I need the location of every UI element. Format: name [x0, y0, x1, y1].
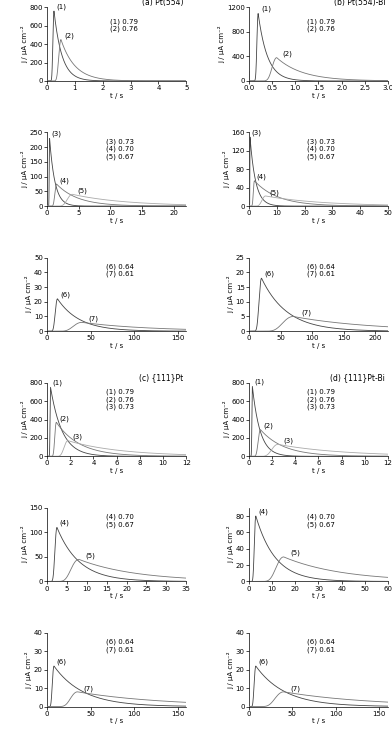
Text: (1) 0.79
(2) 0.76
(3) 0.73: (1) 0.79 (2) 0.76 (3) 0.73	[105, 389, 134, 410]
Y-axis label: j / μA cm⁻²: j / μA cm⁻²	[227, 275, 234, 314]
Text: (6): (6)	[258, 659, 268, 665]
Text: (1) 0.79
(2) 0.76: (1) 0.79 (2) 0.76	[110, 18, 138, 32]
X-axis label: t / s: t / s	[110, 343, 123, 349]
Text: (5): (5)	[269, 189, 279, 196]
Text: (3): (3)	[284, 438, 294, 444]
X-axis label: t / s: t / s	[312, 593, 325, 599]
Text: (5): (5)	[78, 188, 87, 194]
Text: (b) Pt(554)-Bi: (b) Pt(554)-Bi	[334, 0, 385, 7]
X-axis label: t / s: t / s	[110, 218, 123, 224]
X-axis label: t / s: t / s	[312, 468, 325, 474]
X-axis label: t / s: t / s	[110, 93, 123, 99]
Text: (6) 0.64
(7) 0.61: (6) 0.64 (7) 0.61	[105, 263, 134, 277]
X-axis label: t / s: t / s	[312, 93, 325, 99]
Text: (1): (1)	[261, 6, 271, 13]
X-axis label: t / s: t / s	[110, 718, 123, 724]
Text: (7): (7)	[290, 685, 300, 692]
Text: (1) 0.79
(2) 0.76: (1) 0.79 (2) 0.76	[307, 18, 335, 32]
Text: (d) {111}Pt-Bi: (d) {111}Pt-Bi	[330, 373, 385, 382]
X-axis label: t / s: t / s	[312, 718, 325, 724]
Text: (4): (4)	[60, 520, 70, 526]
Text: (6): (6)	[56, 659, 66, 665]
Text: (6): (6)	[60, 291, 71, 298]
Text: (c) {111}Pt: (c) {111}Pt	[139, 373, 183, 382]
Text: (2): (2)	[59, 415, 69, 422]
Text: (2): (2)	[263, 422, 274, 429]
Y-axis label: j / μA cm⁻²: j / μA cm⁻²	[21, 25, 28, 63]
Text: (1): (1)	[53, 380, 62, 386]
Text: (3) 0.73
(4) 0.70
(5) 0.67: (3) 0.73 (4) 0.70 (5) 0.67	[105, 138, 134, 160]
Text: (2): (2)	[282, 51, 292, 57]
Y-axis label: j / μA cm⁻²: j / μA cm⁻²	[21, 400, 28, 439]
Text: (5): (5)	[85, 553, 95, 559]
Text: (4) 0.70
(5) 0.67: (4) 0.70 (5) 0.67	[307, 514, 335, 528]
Y-axis label: j / μA cm⁻²: j / μA cm⁻²	[227, 651, 234, 689]
Text: (1): (1)	[254, 378, 264, 385]
Y-axis label: j / μA cm⁻²: j / μA cm⁻²	[223, 150, 230, 188]
Y-axis label: j / μA cm⁻²: j / μA cm⁻²	[25, 651, 33, 689]
Y-axis label: j / μA cm⁻²: j / μA cm⁻²	[223, 400, 230, 439]
Text: (4): (4)	[257, 174, 267, 180]
Text: (3) 0.73
(4) 0.70
(5) 0.67: (3) 0.73 (4) 0.70 (5) 0.67	[307, 138, 335, 160]
Text: (a) Pt(554): (a) Pt(554)	[142, 0, 183, 7]
Text: (7): (7)	[83, 685, 93, 692]
X-axis label: t / s: t / s	[312, 343, 325, 349]
Text: (2): (2)	[64, 32, 74, 39]
Text: (6) 0.64
(7) 0.61: (6) 0.64 (7) 0.61	[105, 639, 134, 653]
Y-axis label: j / μA cm⁻²: j / μA cm⁻²	[25, 275, 33, 314]
Y-axis label: j / μA cm⁻²: j / μA cm⁻²	[21, 150, 28, 188]
Text: (3): (3)	[73, 434, 82, 440]
X-axis label: t / s: t / s	[312, 218, 325, 224]
Text: (4): (4)	[258, 509, 268, 514]
Y-axis label: j / μA cm⁻²: j / μA cm⁻²	[227, 526, 234, 564]
Text: (7): (7)	[89, 316, 98, 322]
Text: (1): (1)	[56, 3, 66, 10]
Text: (4): (4)	[59, 177, 69, 183]
Y-axis label: j / μA cm⁻²: j / μA cm⁻²	[218, 25, 225, 63]
X-axis label: t / s: t / s	[110, 468, 123, 474]
Text: (6) 0.64
(7) 0.61: (6) 0.64 (7) 0.61	[307, 263, 335, 277]
Text: (6): (6)	[265, 271, 275, 277]
Text: (3): (3)	[252, 130, 261, 135]
X-axis label: t / s: t / s	[110, 593, 123, 599]
Y-axis label: j / μA cm⁻²: j / μA cm⁻²	[21, 526, 28, 564]
Text: (7): (7)	[301, 310, 311, 316]
Text: (4) 0.70
(5) 0.67: (4) 0.70 (5) 0.67	[105, 514, 133, 528]
Text: (6) 0.64
(7) 0.61: (6) 0.64 (7) 0.61	[307, 639, 335, 653]
Text: (1) 0.79
(2) 0.76
(3) 0.73: (1) 0.79 (2) 0.76 (3) 0.73	[307, 389, 335, 410]
Text: (5): (5)	[290, 550, 300, 556]
Text: (3): (3)	[51, 130, 61, 137]
